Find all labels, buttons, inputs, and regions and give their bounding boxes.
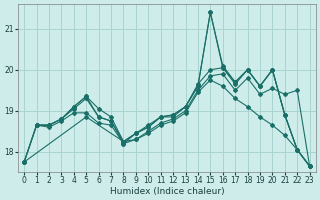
X-axis label: Humidex (Indice chaleur): Humidex (Indice chaleur)	[109, 187, 224, 196]
